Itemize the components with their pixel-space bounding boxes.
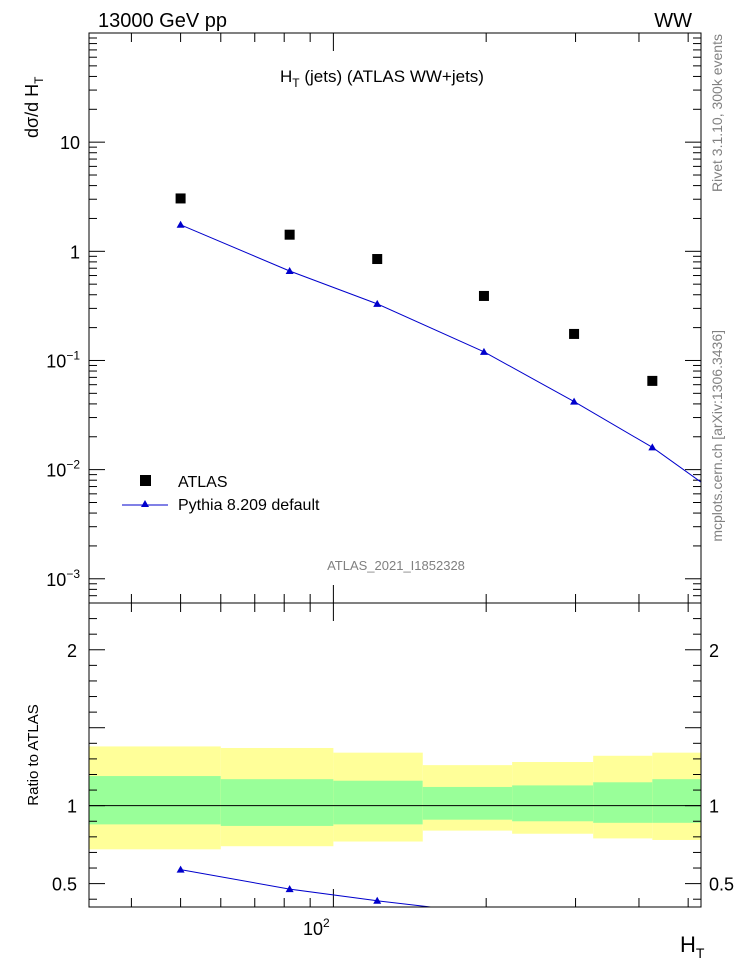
ratio-band-green [652,779,701,823]
mcplots-label: mcplots.cern.ch [arXiv:1306.3436] [709,330,725,542]
ratio-tick-label-left: 0.5 [52,875,77,895]
rivet-label: Rivet 3.1.10, 300k events [709,34,725,192]
ratio-frame [88,602,702,908]
pythia-line [180,224,701,483]
pythia-ratio-point [570,920,578,927]
legend-pythia-label: Pythia 8.209 default [178,497,320,514]
ratio-band-green [89,776,221,825]
pythia-point [479,347,488,355]
main-frame [88,32,702,604]
y-tick-label: 10 [60,133,80,153]
analysis-id: ATLAS_2021_I1852328 [327,558,465,573]
axis-ticks [89,32,701,907]
ratio-y-axis-label: Ratio to ATLAS [25,704,42,805]
pythia-point [373,299,382,307]
x-axis-label: HT [680,932,705,961]
legend-pythia-marker [141,500,149,507]
ratio-tick-label-right: 2 [709,641,719,661]
ratio-tick-label-right: 1 [709,797,719,817]
y-tick-label: 10−3 [46,567,80,590]
ratio-data-marks [176,865,656,927]
ratio-band-green [593,782,653,823]
ratio-band-green [422,786,513,820]
legend: ATLAS Pythia 8.209 default [122,474,320,514]
atlas-point [647,375,658,386]
ratio-bands [89,746,701,850]
y-axis-label: dσ/d HT [22,76,46,138]
atlas-point [478,290,489,301]
pythia-point [570,397,579,405]
y-tick-labels: 10 1 10−1 10−2 10−3 [46,133,80,590]
y-tick-label: 10−1 [46,348,80,371]
pythia-point [285,267,294,275]
ratio-tick-label-left: 1 [67,797,77,817]
atlas-point [372,254,383,265]
header-right: WW [654,10,692,32]
atlas-point [284,229,295,240]
atlas-point [175,193,186,204]
pythia-ratio-line [180,869,435,907]
y-tick-label: 1 [70,242,80,262]
pythia-ratio-point [285,885,294,893]
pythia-ratio-point [480,909,488,916]
ratio-tick-label-left: 2 [67,641,77,661]
x-tick-label-100: 102 [303,916,330,939]
ratio-tick-label-right: 0.5 [709,875,734,895]
ratio-band-green [333,780,423,825]
legend-atlas-marker [140,475,151,486]
atlas-point [569,328,580,339]
ratio-band-green [220,779,334,826]
ratio-band-green [512,785,594,822]
main-data-marks [175,193,701,483]
header-left: 13000 GeV pp [98,10,227,32]
pythia-ratio-point [176,865,185,873]
pythia-point [648,443,657,451]
y-tick-label: 10−2 [46,458,80,481]
pythia-ratio-point [373,896,382,904]
ratio-tick-labels: 2 2 1 1 0.5 0.5 [52,641,734,895]
pythia-point [176,220,185,228]
legend-atlas-label: ATLAS [178,474,228,491]
pythia-ratio-point [648,919,656,926]
plot-title: HT (jets) (ATLAS WW+jets) [280,67,484,90]
